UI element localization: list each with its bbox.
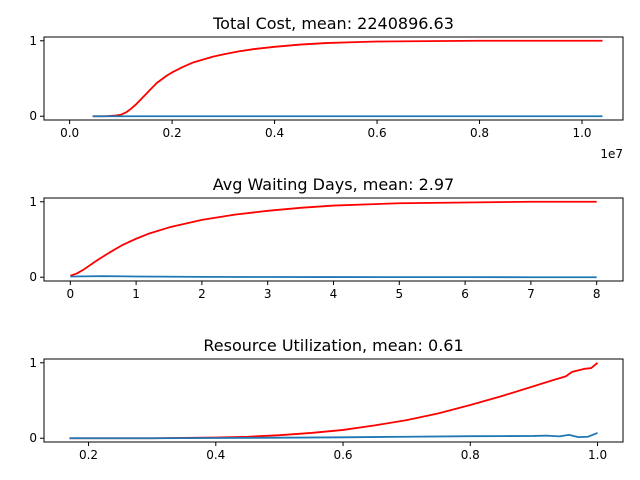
resource-utilization-series-red-line xyxy=(69,362,599,440)
total-cost-title: Total Cost, mean: 2240896.63 xyxy=(212,14,454,33)
resource-utilization-title: Resource Utilization, mean: 0.61 xyxy=(203,336,463,355)
resource-utilization-y-tick-label: 1 xyxy=(29,356,37,370)
resource-utilization-x-tick-label: 0.4 xyxy=(206,448,225,462)
resource-utilization-panel: Resource Utilization, mean: 0.61 0.2 0.4 0.… xyxy=(29,336,624,462)
resource-utilization-series-blue-line xyxy=(69,432,598,440)
total-cost-panel: Total Cost, mean: 2240896.63 0.0 0.2 0.4 0.6… xyxy=(29,14,624,161)
total-cost-x-tick-label: 0.4 xyxy=(265,126,284,140)
resource-utilization-y-tick-label: 0 xyxy=(29,431,37,445)
resource-utilization-x-tick-label: 0.2 xyxy=(79,448,98,462)
total-cost-x-tick-label: 0.6 xyxy=(368,126,387,140)
avg-waiting-days-panel: Avg Waiting Days, mean: 2.97 0 1 2 3 4 5 6 7 8 0 1 xyxy=(29,175,624,301)
resource-utilization-axes-frame xyxy=(43,358,624,443)
avg-waiting-days-x-tick-label: 4 xyxy=(330,287,338,301)
resource-utilization-x-tick-label: 0.6 xyxy=(333,448,352,462)
total-cost-y-tick-label: 1 xyxy=(29,34,37,48)
total-cost-x-tick-label: 1.0 xyxy=(572,126,591,140)
total-cost-x-tick-label: 0.8 xyxy=(470,126,489,140)
avg-waiting-days-x-tick-label: 3 xyxy=(264,287,272,301)
total-cost-x-scale-label: 1e7 xyxy=(600,147,623,161)
avg-waiting-days-y-tick-label: 1 xyxy=(29,195,37,209)
total-cost-axes-frame xyxy=(43,36,624,121)
resource-utilization-x-tick-label: 0.8 xyxy=(461,448,480,462)
avg-waiting-days-series-blue-line xyxy=(70,275,597,279)
resource-utilization-x-tick-label: 1.0 xyxy=(588,448,607,462)
avg-waiting-days-x-tick-label: 6 xyxy=(461,287,469,301)
total-cost-x-tick-label: 0.2 xyxy=(163,126,182,140)
avg-waiting-days-axes-frame xyxy=(43,197,624,282)
avg-waiting-days-x-tick-label: 0 xyxy=(66,287,74,301)
avg-waiting-days-x-tick-label: 5 xyxy=(395,287,403,301)
avg-waiting-days-y-tick-label: 0 xyxy=(29,270,37,284)
avg-waiting-days-x-tick-label: 7 xyxy=(527,287,535,301)
total-cost-x-tick-label: 0.0 xyxy=(60,126,79,140)
avg-waiting-days-x-tick-label: 8 xyxy=(593,287,601,301)
avg-waiting-days-x-tick-label: 1 xyxy=(132,287,140,301)
avg-waiting-days-series-red-line xyxy=(70,200,597,277)
total-cost-series-red-line xyxy=(92,39,603,118)
total-cost-y-tick-label: 0 xyxy=(29,109,37,123)
avg-waiting-days-x-tick-label: 2 xyxy=(198,287,206,301)
avg-waiting-days-title: Avg Waiting Days, mean: 2.97 xyxy=(213,175,454,194)
